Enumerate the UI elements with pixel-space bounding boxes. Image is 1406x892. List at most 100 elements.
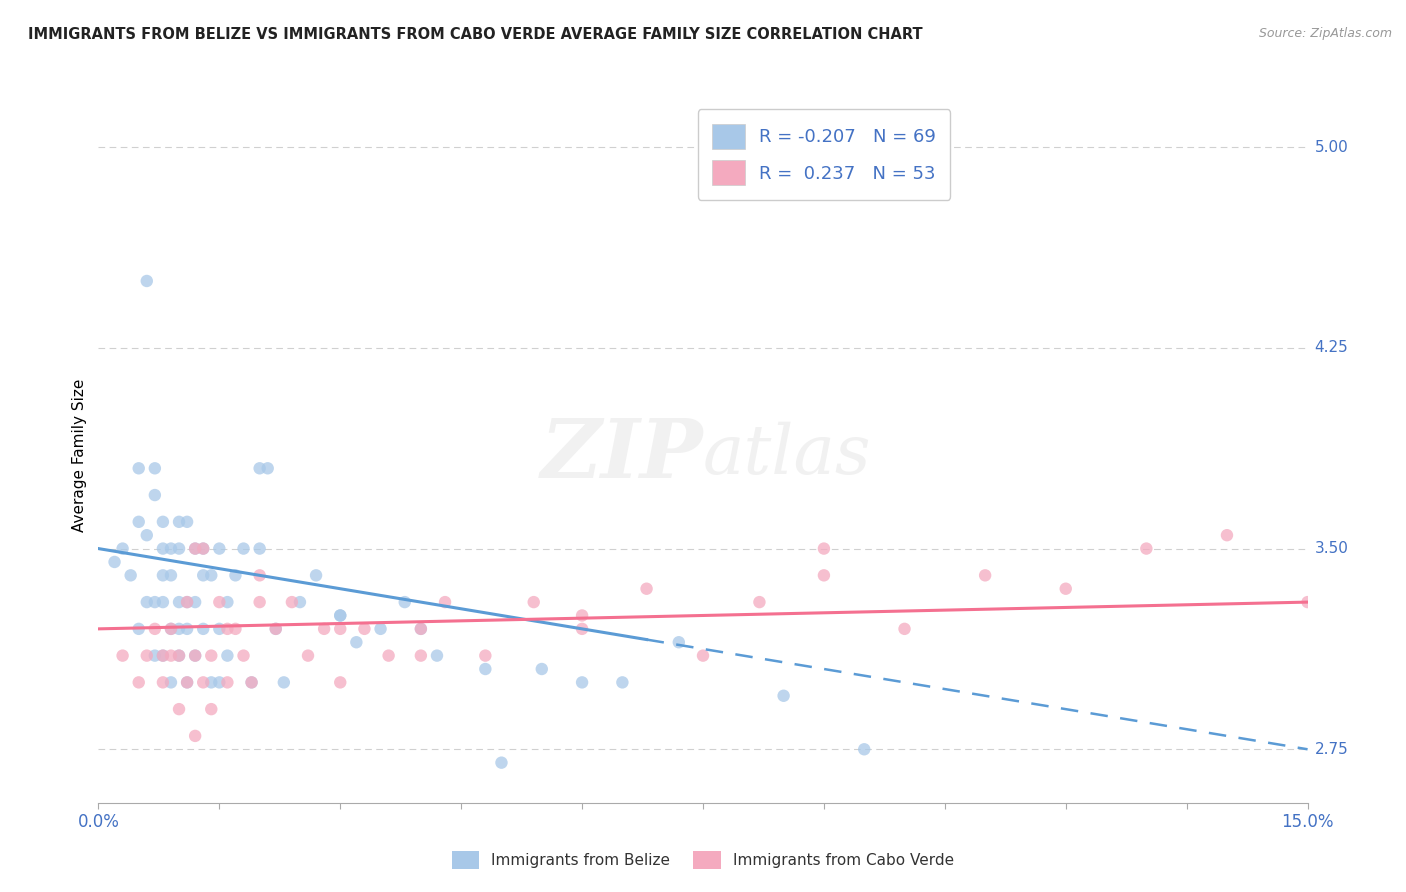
Point — [329, 622, 352, 636]
Point — [329, 675, 352, 690]
Point — [200, 675, 222, 690]
Y-axis label: Average Family Size: Average Family Size — [72, 378, 87, 532]
Point — [200, 568, 222, 582]
Point — [193, 541, 215, 556]
Point — [264, 622, 287, 636]
Point — [692, 648, 714, 663]
Point — [1135, 541, 1157, 556]
Point — [612, 675, 634, 690]
Point — [474, 648, 496, 663]
Point — [329, 608, 352, 623]
Point — [772, 689, 794, 703]
Point — [152, 541, 174, 556]
Point — [200, 702, 222, 716]
Point — [111, 541, 134, 556]
Point — [249, 541, 271, 556]
Point — [571, 622, 593, 636]
Point — [305, 568, 328, 582]
Point — [377, 648, 399, 663]
Point — [636, 582, 658, 596]
Text: IMMIGRANTS FROM BELIZE VS IMMIGRANTS FROM CABO VERDE AVERAGE FAMILY SIZE CORRELA: IMMIGRANTS FROM BELIZE VS IMMIGRANTS FRO… — [28, 27, 922, 42]
Point — [281, 595, 304, 609]
Point — [409, 648, 432, 663]
Point — [571, 608, 593, 623]
Point — [184, 541, 207, 556]
Point — [184, 729, 207, 743]
Point — [668, 635, 690, 649]
Text: Source: ZipAtlas.com: Source: ZipAtlas.com — [1258, 27, 1392, 40]
Point — [152, 648, 174, 663]
Point — [240, 675, 263, 690]
Point — [128, 515, 150, 529]
Point — [160, 675, 183, 690]
Point — [474, 662, 496, 676]
Point — [217, 675, 239, 690]
Point — [184, 541, 207, 556]
Point — [434, 595, 457, 609]
Point — [120, 568, 142, 582]
Point — [1054, 582, 1077, 596]
Point — [217, 648, 239, 663]
Point — [184, 648, 207, 663]
Point — [152, 515, 174, 529]
Point — [160, 541, 183, 556]
Point — [160, 622, 183, 636]
Point — [143, 622, 166, 636]
Point — [249, 568, 271, 582]
Text: 4.25: 4.25 — [1315, 341, 1348, 355]
Point — [128, 461, 150, 475]
Point — [893, 622, 915, 636]
Point — [143, 461, 166, 475]
Point — [217, 622, 239, 636]
Point — [135, 274, 157, 288]
Point — [167, 702, 190, 716]
Point — [264, 622, 287, 636]
Point — [208, 622, 231, 636]
Point — [193, 568, 215, 582]
Point — [184, 595, 207, 609]
Point — [143, 595, 166, 609]
Text: 3.50: 3.50 — [1315, 541, 1348, 556]
Point — [193, 622, 215, 636]
Point — [167, 541, 190, 556]
Point — [329, 608, 352, 623]
Point — [232, 648, 254, 663]
Point — [135, 595, 157, 609]
Point — [224, 568, 246, 582]
Point — [167, 595, 190, 609]
Point — [135, 528, 157, 542]
Point — [224, 622, 246, 636]
Point — [208, 541, 231, 556]
Point — [128, 675, 150, 690]
Point — [571, 675, 593, 690]
Point — [176, 675, 198, 690]
Point — [176, 622, 198, 636]
Point — [297, 648, 319, 663]
Point — [143, 488, 166, 502]
Point — [394, 595, 416, 609]
Point — [426, 648, 449, 663]
Point — [193, 541, 215, 556]
Point — [232, 541, 254, 556]
Point — [167, 648, 190, 663]
Point — [491, 756, 513, 770]
Point — [176, 595, 198, 609]
Point — [523, 595, 546, 609]
Text: ZIP: ZIP — [540, 415, 703, 495]
Point — [167, 515, 190, 529]
Point — [217, 595, 239, 609]
Point — [128, 622, 150, 636]
Text: atlas: atlas — [703, 422, 872, 488]
Legend: R = -0.207   N = 69, R =  0.237   N = 53: R = -0.207 N = 69, R = 0.237 N = 53 — [697, 109, 950, 200]
Point — [103, 555, 125, 569]
Point — [813, 541, 835, 556]
Text: 2.75: 2.75 — [1315, 742, 1348, 756]
Point — [273, 675, 295, 690]
Point — [143, 648, 166, 663]
Point — [370, 622, 392, 636]
Point — [249, 595, 271, 609]
Point — [152, 648, 174, 663]
Point — [853, 742, 876, 756]
Point — [160, 622, 183, 636]
Point — [176, 515, 198, 529]
